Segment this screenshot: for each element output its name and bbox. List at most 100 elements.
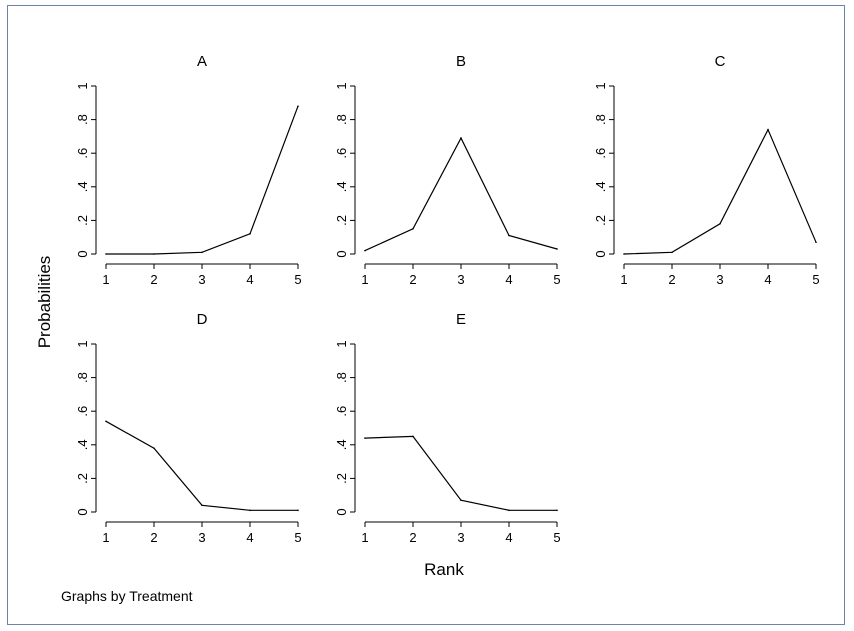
y-tick-label: .2 [75, 215, 90, 226]
y-tick-label: .2 [75, 473, 90, 484]
data-point [719, 222, 721, 225]
panels-group: A 0 .2 .4 .6 .8 1 1 2 3 4 5 B 0 .2 .4 .6 .8 1 1 2 3 4 5 C 0 .2 .4 .6… [75, 53, 820, 545]
data-point [105, 420, 107, 423]
x-tick-label: 2 [409, 272, 416, 287]
x-tick-label: 5 [294, 530, 301, 545]
y-tick-label: 0 [334, 508, 349, 515]
x-tick-label: 3 [198, 272, 205, 287]
y-tick-label: 1 [75, 340, 90, 347]
data-point [153, 447, 155, 449]
y-tick-label: .6 [334, 148, 349, 159]
panel-d: D 0 .2 .4 .6 .8 1 1 2 3 4 5 [75, 311, 302, 545]
y-tick-label: .6 [593, 148, 608, 159]
y-tick-label: .6 [334, 406, 349, 417]
x-tick-label: 3 [457, 530, 464, 545]
data-point [412, 435, 414, 438]
data-point [508, 509, 510, 512]
data-point [412, 228, 414, 230]
y-tick-label: 1 [334, 82, 349, 89]
panel-b: B 0 .2 .4 .6 .8 1 1 2 3 4 5 [334, 53, 561, 287]
x-tick-label: 5 [553, 530, 560, 545]
x-tick-label: 4 [246, 272, 253, 287]
graphs-by-note: Graphs by Treatment [61, 588, 193, 604]
panel-title: A [197, 53, 207, 70]
data-point [508, 234, 510, 237]
data-point [105, 253, 107, 255]
panel-title: D [197, 311, 208, 328]
x-tick-label: 4 [246, 530, 253, 545]
y-tick-label: .4 [75, 181, 90, 192]
panel-a: A 0 .2 .4 .6 .8 1 1 2 3 4 5 [75, 53, 302, 287]
data-point [460, 499, 462, 502]
data-point [201, 251, 203, 254]
data-point [249, 509, 251, 512]
x-tick-label: 1 [361, 530, 368, 545]
y-tick-label: 0 [334, 250, 349, 257]
panel-c: C 0 .2 .4 .6 .8 1 1 2 3 4 5 [593, 53, 820, 287]
y-tick-label: 1 [593, 82, 608, 89]
data-point [153, 253, 155, 255]
y-tick-label: .8 [593, 114, 608, 125]
x-tick-label: 3 [716, 272, 723, 287]
x-tick-label: 5 [294, 272, 301, 287]
x-tick-label: 4 [505, 272, 512, 287]
data-point [364, 437, 366, 439]
panel-title: E [456, 311, 466, 328]
x-tick-label: 5 [812, 272, 819, 287]
panel-title: B [456, 53, 466, 70]
series-line [105, 420, 298, 511]
data-point [297, 509, 299, 512]
y-tick-label: .2 [593, 215, 608, 226]
data-point [671, 251, 673, 254]
x-axis-label: Rank [424, 560, 464, 579]
x-tick-label: 4 [505, 530, 512, 545]
y-tick-label: 0 [593, 250, 608, 257]
y-tick-label: .4 [334, 439, 349, 450]
series-line [364, 435, 557, 511]
y-tick-label: .2 [334, 215, 349, 226]
series-line [364, 136, 558, 252]
x-tick-label: 2 [668, 272, 675, 287]
y-tick-label: .6 [75, 148, 90, 159]
y-tick-label: 0 [75, 508, 90, 515]
data-point [364, 249, 366, 252]
x-tick-label: 4 [764, 272, 771, 287]
y-tick-label: 1 [75, 82, 90, 89]
y-tick-label: .4 [334, 181, 349, 192]
data-point [623, 253, 625, 255]
y-tick-label: 0 [75, 250, 90, 257]
x-tick-label: 2 [150, 272, 157, 287]
x-tick-label: 1 [620, 272, 627, 287]
data-point [460, 137, 462, 139]
y-tick-label: .2 [334, 473, 349, 484]
data-point [556, 248, 558, 250]
data-point [297, 105, 299, 107]
data-point [556, 509, 558, 512]
data-point [201, 504, 203, 507]
y-tick-label: .6 [75, 406, 90, 417]
panel-title: C [715, 53, 726, 70]
x-tick-label: 1 [102, 530, 109, 545]
x-tick-label: 1 [102, 272, 109, 287]
x-tick-label: 1 [361, 272, 368, 287]
x-tick-label: 5 [553, 272, 560, 287]
series-line [623, 128, 817, 255]
y-tick-label: .8 [334, 114, 349, 125]
x-tick-label: 3 [457, 272, 464, 287]
x-tick-label: 2 [150, 530, 157, 545]
x-tick-label: 2 [409, 530, 416, 545]
y-tick-label: .8 [75, 372, 90, 383]
y-tick-label: 1 [334, 340, 349, 347]
y-tick-label: .4 [75, 439, 90, 450]
y-tick-label: .4 [593, 181, 608, 192]
figure-frame: Probabilities Rank Graphs by Treatment A… [7, 5, 845, 625]
ranking-probability-figure: Probabilities Rank Graphs by Treatment A… [35, 53, 820, 604]
series-line [106, 105, 299, 255]
data-point [767, 128, 769, 131]
y-tick-label: .8 [75, 114, 90, 125]
y-axis-label: Probabilities [35, 256, 54, 349]
data-point [815, 241, 817, 244]
x-tick-label: 3 [198, 530, 205, 545]
panel-e: E 0 .2 .4 .6 .8 1 1 2 3 4 5 [334, 311, 561, 545]
data-point [249, 233, 251, 235]
